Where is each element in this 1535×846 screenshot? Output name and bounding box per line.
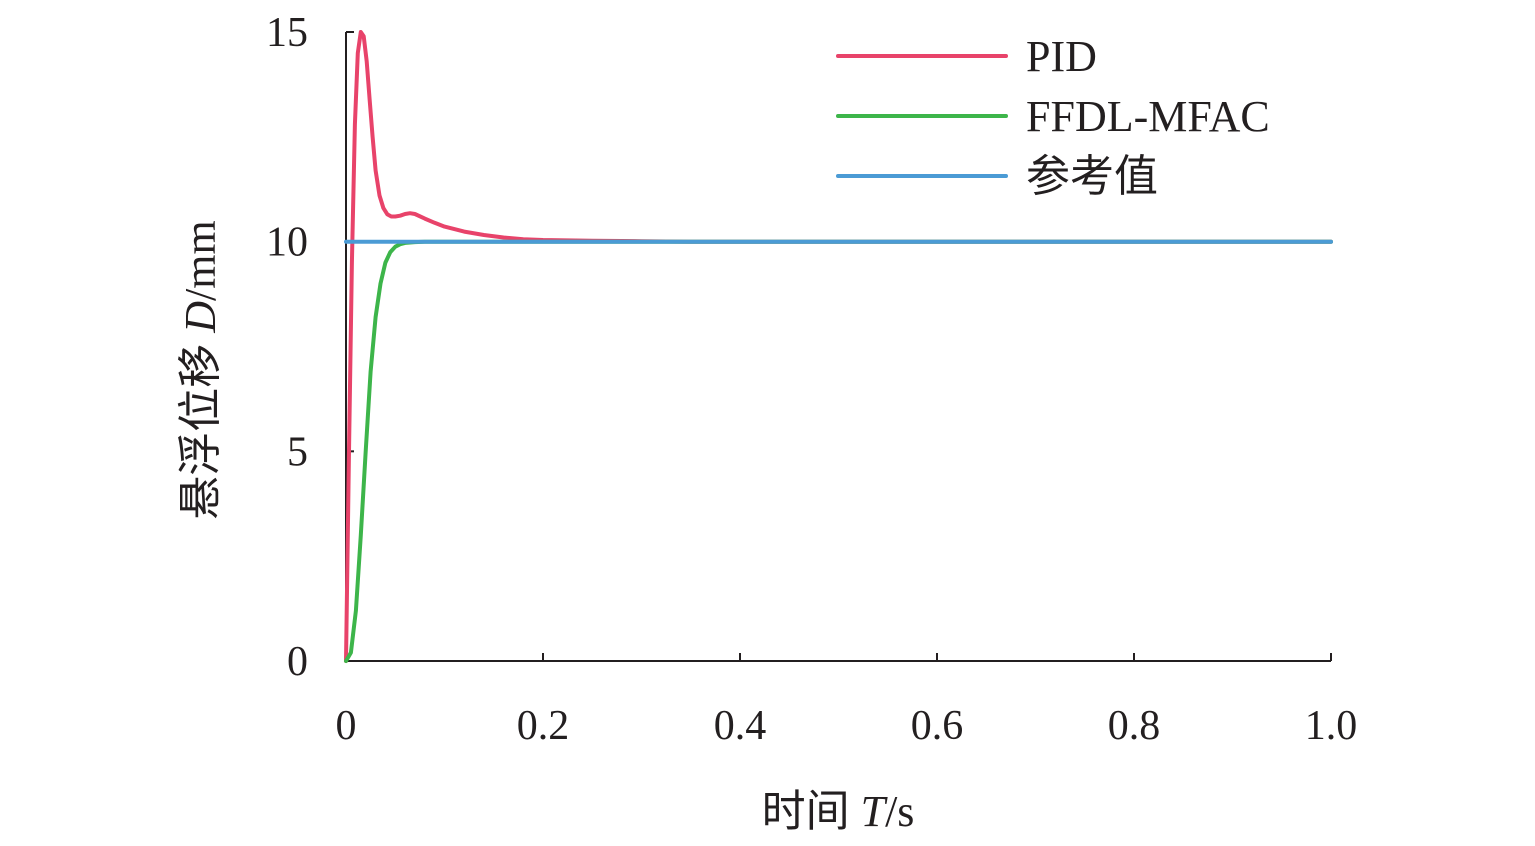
legend: PID FFDL-MFAC 参考值 [836, 32, 1270, 201]
legend-label: FFDL-MFAC [1026, 92, 1270, 141]
y-tick-label: 10 [266, 220, 308, 266]
x-tick-label: 1.0 [1305, 703, 1358, 749]
y-tick-label: 0 [287, 639, 308, 685]
series-line-FFDL-MFAC [344, 239, 1333, 663]
y-axis-label: 悬浮位移 D/mm [176, 220, 225, 519]
x-tick-label: 0.6 [911, 703, 964, 749]
y-tick-label: 5 [287, 429, 308, 475]
series-lines [344, 30, 1333, 663]
x-axis: 0 0.2 0.4 0.6 0.8 1.0 [336, 653, 1358, 749]
x-tick-label: 0.4 [714, 703, 767, 749]
x-tick-label: 0.8 [1108, 703, 1161, 749]
y-axis: 0 5 10 15 [266, 10, 354, 685]
x-tick-label: 0 [336, 703, 357, 749]
x-tick-label: 0.2 [517, 703, 570, 749]
legend-label: 参考值 [1026, 152, 1158, 201]
y-tick-label: 15 [266, 10, 308, 56]
x-axis-label: 时间 T/s [762, 787, 915, 836]
legend-label: PID [1026, 32, 1097, 81]
